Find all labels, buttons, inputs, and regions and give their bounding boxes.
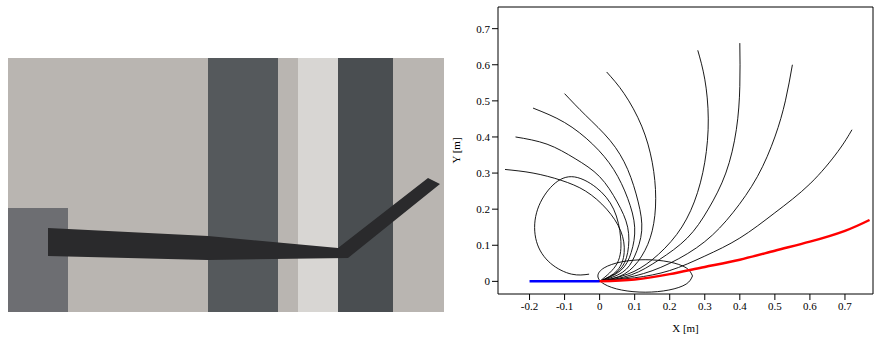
svg-text:0: 0 (485, 275, 491, 287)
svg-text:0.6: 0.6 (476, 59, 490, 71)
svg-text:0.3: 0.3 (698, 300, 712, 312)
svg-text:0.3: 0.3 (476, 167, 490, 179)
svg-text:0.7: 0.7 (476, 23, 490, 35)
svg-text:-0.1: -0.1 (556, 300, 573, 312)
svg-text:0.6: 0.6 (803, 300, 817, 312)
svg-text:X [m]: X [m] (672, 322, 699, 334)
svg-text:-0.2: -0.2 (521, 300, 538, 312)
svg-text:0.5: 0.5 (476, 95, 490, 107)
svg-text:0.7: 0.7 (838, 300, 852, 312)
svg-text:0.2: 0.2 (476, 203, 490, 215)
svg-text:0.1: 0.1 (476, 239, 490, 251)
svg-text:0.1: 0.1 (628, 300, 642, 312)
svg-text:Y [m]: Y [m] (450, 137, 462, 163)
svg-text:0: 0 (597, 300, 603, 312)
svg-text:0.2: 0.2 (663, 300, 677, 312)
svg-text:0.5: 0.5 (768, 300, 782, 312)
svg-text:0.4: 0.4 (476, 131, 490, 143)
svg-text:0.4: 0.4 (733, 300, 747, 312)
